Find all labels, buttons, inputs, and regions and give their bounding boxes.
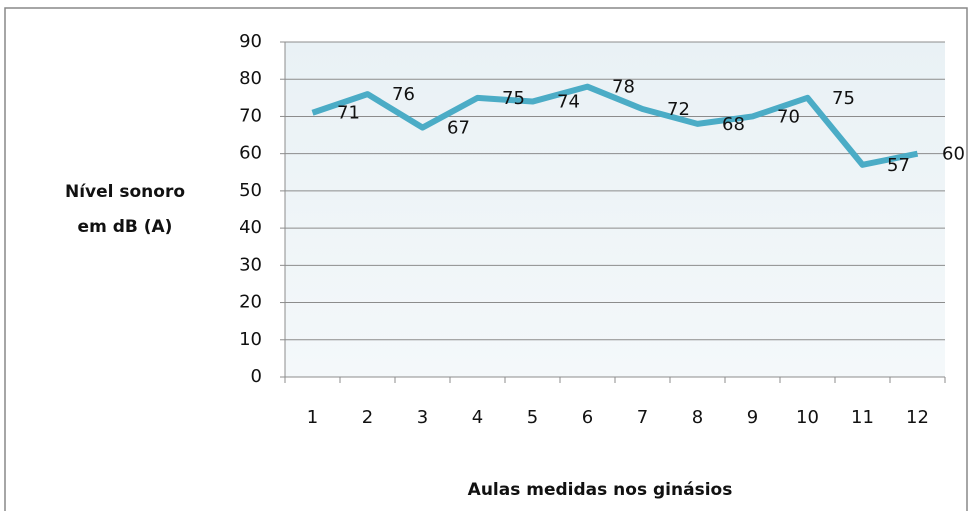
x-tick-label: 4: [472, 407, 483, 428]
data-label: 57: [887, 155, 910, 176]
data-label: 78: [612, 77, 635, 98]
data-label: 72: [667, 99, 690, 120]
x-tick-label: 7: [637, 407, 648, 428]
y-tick-label: 10: [239, 329, 262, 350]
data-label: 75: [832, 88, 855, 109]
y-tick-label: 70: [239, 105, 262, 126]
y-tick-label: 60: [239, 143, 262, 164]
x-tick-label: 11: [851, 407, 874, 428]
data-label: 75: [502, 88, 525, 109]
y-axis-title: em dB (A): [78, 217, 173, 237]
x-tick-label: 8: [692, 407, 703, 428]
x-tick-label: 1: [307, 407, 318, 428]
x-tick-label: 2: [362, 407, 373, 428]
x-tick-label: 3: [417, 407, 428, 428]
y-axis-title: Nível sonoro: [65, 182, 185, 202]
x-axis-title: Aulas medidas nos ginásios: [468, 480, 733, 500]
y-tick-label: 0: [251, 366, 262, 387]
data-label: 60: [942, 144, 965, 165]
data-label: 70: [777, 106, 800, 127]
data-line: [311, 83, 919, 168]
data-label: 76: [392, 84, 415, 105]
y-tick-label: 20: [239, 292, 262, 313]
x-tick-label: 9: [747, 407, 758, 428]
x-tick-label: 10: [796, 407, 819, 428]
x-tick-label: 6: [582, 407, 593, 428]
y-tick-label: 90: [239, 31, 262, 52]
y-tick-label: 40: [239, 217, 262, 238]
x-tick-label: 5: [527, 407, 538, 428]
x-tick-label: 12: [906, 407, 929, 428]
data-label: 67: [447, 118, 470, 139]
y-tick-label: 50: [239, 180, 262, 201]
data-label: 71: [337, 103, 360, 124]
data-label: 68: [722, 114, 745, 135]
data-label: 74: [557, 92, 580, 113]
y-tick-label: 80: [239, 68, 262, 89]
y-tick-label: 30: [239, 254, 262, 275]
